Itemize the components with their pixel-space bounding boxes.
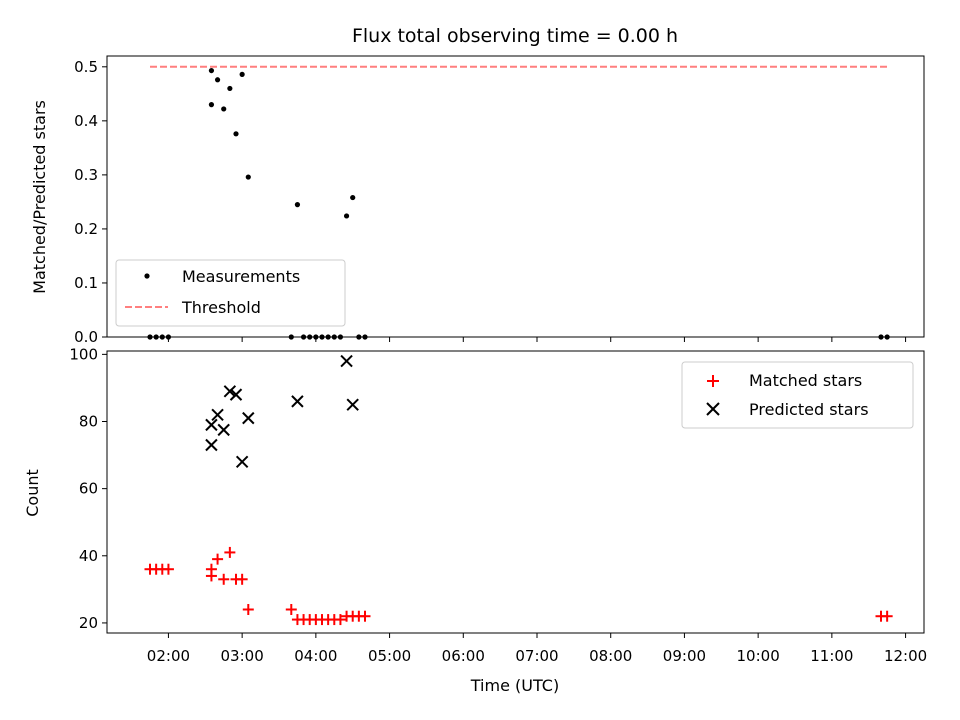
top-y-tick-label-4: 0.4 <box>74 112 98 130</box>
matched-point-6 <box>212 553 224 565</box>
bottom-y-tick-label-2: 60 <box>79 480 98 498</box>
predicted-point-4 <box>223 385 237 398</box>
bottom-y-axis: 20 40 60 80 100 <box>69 345 107 632</box>
bottom-y-tick-label-1: 40 <box>79 547 98 565</box>
top-x-ticks <box>167 337 907 342</box>
bottom-y-tick-label-4: 100 <box>69 345 98 363</box>
x-tick-label-2: 04:00 <box>294 647 337 665</box>
legend-threshold-label: Threshold <box>181 298 261 317</box>
predicted-point-7 <box>242 411 255 425</box>
measurement-point-6 <box>214 77 221 83</box>
matched-point-26 <box>881 610 893 622</box>
measurement-point-7 <box>221 106 227 112</box>
predicted-point-2 <box>211 408 224 421</box>
top-y-tick-label-2: 0.2 <box>74 220 98 238</box>
predicted-point-0 <box>205 438 218 452</box>
top-marks <box>147 65 890 340</box>
matched-point-11 <box>242 604 254 615</box>
top-axes-frame <box>106 55 925 338</box>
matched-point-24 <box>359 610 371 622</box>
bottom-y-tick-label-3: 80 <box>79 413 98 431</box>
x-tick-label-0: 02:00 <box>147 647 190 665</box>
bottom-legend: Matched stars Predicted stars <box>681 361 914 429</box>
matched-point-7 <box>218 573 230 585</box>
top-panel: Flux total observing time = 0.00 h 0.00.… <box>30 25 925 346</box>
x-tick-label-10: 12:00 <box>884 647 927 665</box>
top-y-axis: 0.0 0.1 0.2 0.3 0.4 0.5 <box>74 58 107 346</box>
top-y-axis-label: Matched/Predicted stars <box>30 100 49 294</box>
legend-measurements-label: Measurements <box>182 267 300 286</box>
x-tick-label-1: 03:00 <box>221 647 264 665</box>
predicted-point-10 <box>346 398 359 411</box>
measurement-point-8 <box>227 85 233 92</box>
legend-matched-marker <box>707 375 719 387</box>
x-axis-label: Time (UTC) <box>470 676 559 695</box>
top-y-tick-label-5: 0.5 <box>74 58 98 76</box>
predicted-point-6 <box>235 455 249 468</box>
predicted-point-1 <box>205 418 218 432</box>
x-tick-label-8: 10:00 <box>737 647 780 665</box>
matched-point-8 <box>224 546 236 558</box>
bottom-marks <box>144 354 893 626</box>
measurement-point-11 <box>245 174 251 180</box>
predicted-point-8 <box>291 395 304 408</box>
bottom-legend-box <box>681 361 914 429</box>
measurement-point-9 <box>233 131 239 137</box>
top-y-tick-label-1: 0.1 <box>74 274 98 292</box>
legend-measurements-marker <box>144 273 150 279</box>
measurement-point-10 <box>239 71 245 77</box>
predicted-point-3 <box>217 423 230 437</box>
measurement-point-13 <box>294 202 301 208</box>
x-tick-label-3: 05:00 <box>368 647 411 665</box>
bottom-axes-frame <box>106 350 925 634</box>
matched-point-20 <box>334 614 346 626</box>
matched-point-3 <box>162 563 174 575</box>
matched-point-12 <box>285 604 297 615</box>
bottom-panel: 20 40 60 80 100 02:00 03:00 04:00 05:00 06:00 07:… <box>23 345 927 695</box>
measurement-point-21 <box>343 213 350 219</box>
matched-point-10 <box>236 573 248 585</box>
x-tick-label-5: 07:00 <box>515 647 558 665</box>
matched-point-5 <box>205 570 217 582</box>
x-tick-label-4: 06:00 <box>442 647 485 665</box>
x-tick-label-6: 08:00 <box>589 647 632 665</box>
legend-matched-label: Matched stars <box>749 371 862 390</box>
measurement-point-5 <box>208 67 215 74</box>
bottom-y-tick-label-0: 20 <box>79 614 98 632</box>
top-y-tick-label-0: 0.0 <box>74 328 98 346</box>
measurement-point-4 <box>208 102 215 108</box>
bottom-y-axis-label: Count <box>23 469 42 517</box>
legend-predicted-label: Predicted stars <box>749 400 869 419</box>
predicted-point-5 <box>229 388 243 401</box>
legend-predicted-marker <box>706 402 720 416</box>
chart-title: Flux total observing time = 0.00 h <box>352 25 678 47</box>
predicted-point-9 <box>340 354 353 368</box>
measurement-point-22 <box>350 194 356 201</box>
top-legend-box <box>115 259 346 327</box>
x-tick-label-7: 09:00 <box>663 647 706 665</box>
bottom-x-axis: 02:00 03:00 04:00 05:00 06:00 07:00 08:00 09:00… <box>147 633 927 665</box>
x-tick-label-9: 11:00 <box>810 647 853 665</box>
top-y-tick-label-3: 0.3 <box>74 166 98 184</box>
top-legend: Measurements Threshold <box>115 259 346 327</box>
